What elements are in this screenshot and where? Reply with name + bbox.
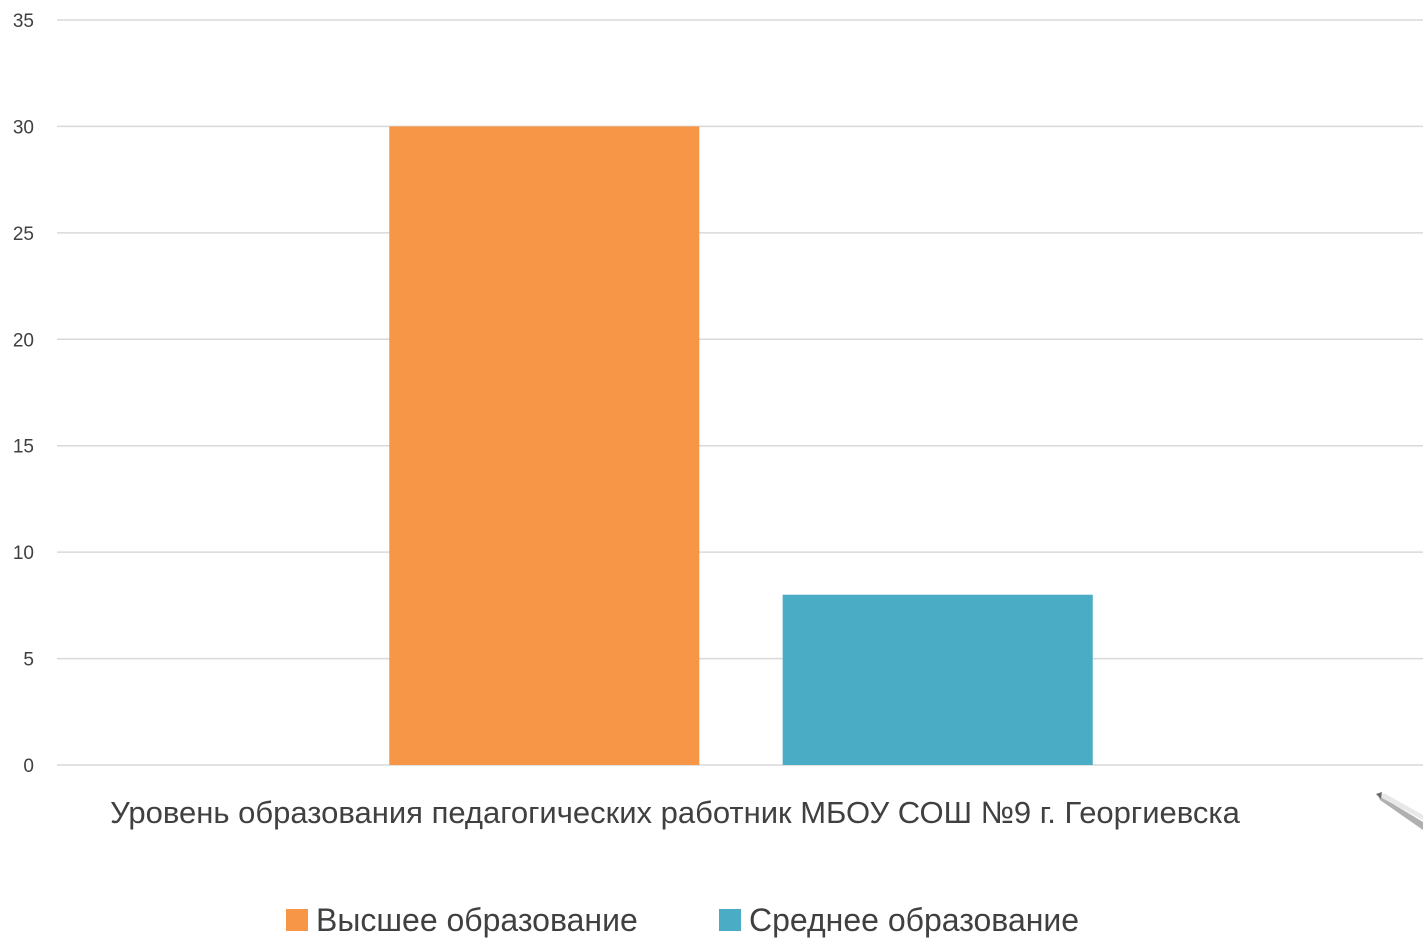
y-tick-label: 30 xyxy=(13,117,34,138)
legend: Высшее образование Среднее образование xyxy=(286,902,1079,938)
x-category-label: Уровень образования педагогических работ… xyxy=(110,795,1241,830)
bar-secondary-education xyxy=(782,594,1093,765)
legend-swatch xyxy=(286,909,308,931)
x-axis-categories: Уровень образования педагогических работ… xyxy=(110,795,1241,830)
pen-icon xyxy=(1376,792,1423,830)
y-axis-ticks: 0 5 10 15 20 25 30 35 xyxy=(13,11,34,777)
y-tick-label: 35 xyxy=(13,11,34,32)
y-tick-label: 20 xyxy=(13,330,34,351)
gridlines xyxy=(57,19,1423,766)
legend-swatch xyxy=(719,909,741,931)
bar-higher-education xyxy=(389,126,700,765)
bars xyxy=(389,126,1093,765)
y-tick-label: 5 xyxy=(23,650,34,671)
legend-label: Высшее образование xyxy=(316,902,638,938)
y-tick-label: 25 xyxy=(13,224,34,245)
legend-label: Среднее образование xyxy=(749,902,1079,938)
y-tick-label: 10 xyxy=(13,543,34,564)
y-tick-label: 15 xyxy=(13,437,34,458)
y-tick-label: 0 xyxy=(23,756,34,777)
